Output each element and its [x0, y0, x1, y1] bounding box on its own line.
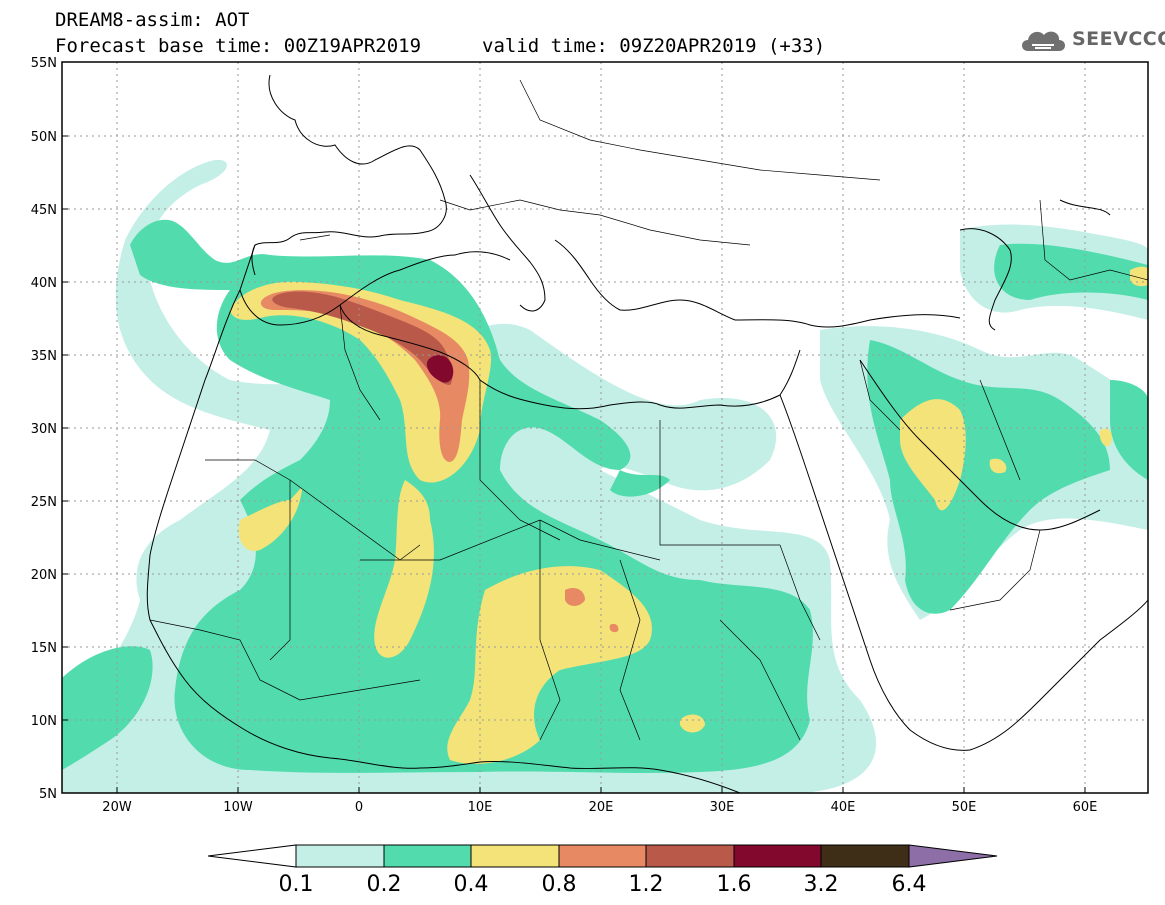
lat-label: 35N [31, 349, 57, 364]
lon-label: 50E [952, 800, 977, 815]
colorbar-label: 1.6 [717, 872, 752, 897]
lat-label: 20N [31, 568, 57, 583]
lat-label: 10N [31, 714, 57, 729]
colorbar-label: 0.4 [454, 872, 489, 897]
colorbar-under-triangle [207, 844, 297, 868]
colorbar-segment [383, 844, 472, 868]
colorbar-segment [820, 844, 910, 868]
forecast-base-time: Forecast base time: 00Z19APR2019 [55, 35, 422, 57]
lat-label: 25N [31, 495, 57, 510]
lon-label: 20E [589, 800, 614, 815]
lat-label: 5N [39, 787, 57, 802]
axis-ticks [62, 61, 1086, 794]
aot-field [62, 62, 1148, 793]
lat-label: 55N [31, 56, 57, 71]
colorbar-segment [733, 844, 822, 868]
colorbar-segment [645, 844, 735, 868]
lon-label: 60E [1073, 800, 1098, 815]
colorbar [207, 844, 998, 868]
longitude-labels: 20W 10W 0 10E 20E 30E 40E 50E 60E [102, 800, 1097, 815]
lon-label: 40E [831, 800, 856, 815]
lat-label: 15N [31, 641, 57, 656]
lon-label: 30E [710, 800, 735, 815]
lon-label: 0 [355, 800, 363, 815]
lat-label: 30N [31, 422, 57, 437]
seevccc-logo: SEEVCCC [1018, 22, 1165, 56]
lon-label: 20W [102, 800, 132, 815]
lon-label: 10W [223, 800, 253, 815]
colorbar-label: 1.2 [629, 872, 664, 897]
map-title: DREAM8-assim: AOT [55, 9, 250, 31]
colorbar-segment [470, 844, 560, 868]
colorbar-label: 0.1 [279, 872, 314, 897]
latitude-labels: 55N 50N 45N 40N 35N 30N 25N 20N 15N 10N … [31, 56, 57, 802]
cloud-icon [1022, 31, 1065, 51]
colorbar-segment [295, 844, 385, 868]
colorbar-over-triangle [908, 844, 998, 868]
colorbar-labels: 0.1 0.2 0.4 0.8 1.2 1.6 3.2 6.4 [279, 872, 927, 897]
aot-level-1-6 [426, 355, 454, 383]
logo-text: SEEVCCC [1072, 28, 1165, 50]
country-borders [149, 79, 1148, 741]
colorbar-segment [558, 844, 647, 868]
colorbar-label: 3.2 [804, 872, 839, 897]
colorbar-label: 0.8 [542, 872, 577, 897]
colorbar-label: 6.4 [892, 872, 927, 897]
lat-label: 50N [31, 130, 57, 145]
lon-label: 10E [468, 800, 493, 815]
colorbar-label: 0.2 [367, 872, 402, 897]
lat-label: 45N [31, 203, 57, 218]
lat-label: 40N [31, 276, 57, 291]
valid-time: valid time: 09Z20APR2019 (+33) [482, 35, 826, 57]
coastlines [146, 74, 1148, 793]
